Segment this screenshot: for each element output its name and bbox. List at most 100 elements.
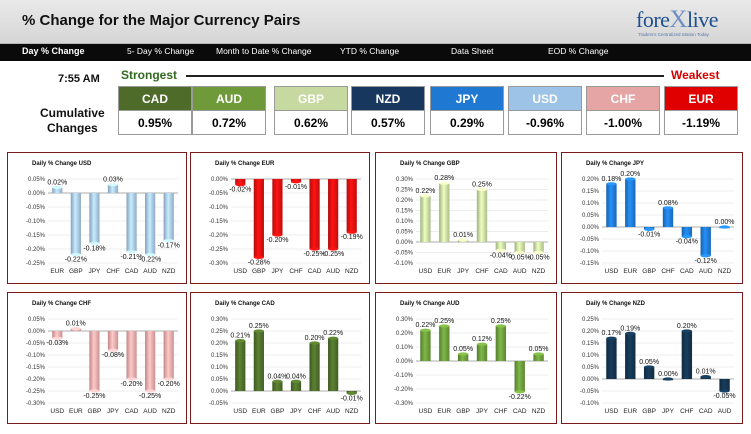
y-tick-label: 0.15% [396, 209, 414, 215]
x-tick-label: GBP [88, 408, 102, 415]
y-tick-label: 0.00% [28, 191, 46, 197]
bar-chart: 0.30% 0.25% 0.20% 0.15% 0.10% 0.05% 0.00% -0.05… [394, 175, 550, 275]
data-label: 0.08% [658, 200, 678, 207]
nav-ytd-change[interactable]: YTD % Change [340, 46, 400, 56]
bar-eur [52, 187, 63, 193]
chart-panel-6: Daily % Change AUD 0.30% 0.20% 0.10% 0.00% -0… [375, 292, 557, 424]
bar-chart: 0.30% 0.25% 0.20% 0.15% 0.10% 0.05% 0.00% -0.05… [209, 317, 363, 415]
bar-usd [52, 331, 63, 339]
bar-cap [272, 379, 283, 383]
bar-chart: 0.20% 0.15% 0.10% 0.05% 0.00% -0.05% -0.10% -0.… [580, 171, 735, 275]
bar-chf [309, 343, 320, 391]
data-label: 0.01% [453, 232, 473, 239]
bar-cap [662, 206, 674, 210]
bar-usd [606, 183, 617, 227]
bar-cap [145, 389, 156, 393]
bar-cap [52, 336, 63, 340]
nav-month-to-date[interactable]: Month to Date % Change [216, 46, 312, 56]
x-tick-label: USD [419, 408, 433, 415]
bar-cap [439, 181, 450, 185]
bar-cap [681, 235, 693, 239]
y-tick-label: 0.20% [582, 329, 600, 335]
bar-cap [290, 379, 302, 383]
forexlive-logo[interactable]: foreXlive Traders's Centralized Station … [636, 6, 736, 40]
bar-usd [606, 338, 617, 379]
x-tick-label: GBP [252, 268, 266, 275]
data-label: -0.05% [713, 393, 735, 400]
data-label: -0.05% [527, 255, 549, 262]
data-label: 0.05% [529, 346, 549, 353]
page-header: % Change for the Major Currency Pairs fo… [0, 0, 751, 44]
bar-cap [309, 341, 320, 345]
cumulative-changes-label: Cumulative Changes [40, 106, 105, 135]
currency-cumulative-value: -1.19% [681, 116, 721, 130]
x-tick-label: USD [419, 268, 433, 275]
bar-eur [439, 326, 450, 361]
data-label: -0.18% [83, 245, 105, 252]
y-tick-label: -0.10% [580, 249, 600, 255]
data-label: -0.21% [120, 254, 142, 261]
data-label: -0.20% [120, 381, 142, 388]
bar-chart: 0.25% 0.20% 0.15% 0.10% 0.05% 0.00% -0.05% -0.1… [580, 317, 736, 415]
nav-day-change[interactable]: Day % Change [22, 46, 85, 56]
chart-panel-2: Daily % Change GBP 0.30% 0.25% 0.20% 0.15% 0.… [375, 152, 557, 284]
strength-arrow [186, 75, 664, 77]
y-tick-label: 0.30% [396, 177, 414, 183]
data-label: -0.01% [341, 395, 363, 402]
data-label: -0.20% [266, 237, 288, 244]
y-tick-label: 0.05% [28, 177, 46, 183]
y-tick-label: 0.00% [396, 359, 414, 365]
nav-data-sheet[interactable]: Data Sheet [451, 46, 494, 56]
y-tick-label: 0.20% [396, 198, 414, 204]
data-label: -0.04% [490, 252, 512, 259]
chart-title: Daily % Change USD [32, 161, 92, 167]
bar-gbp [457, 354, 469, 361]
chart-panel-0: Daily % Change USD 0.05% 0.00% -0.05% -0.10%… [7, 152, 187, 284]
y-tick-label: 0.30% [211, 317, 229, 323]
weakest-label: Weakest [671, 68, 720, 82]
bar-gbp [70, 193, 81, 255]
bar-cap [457, 352, 469, 356]
x-tick-label: CAD [680, 268, 694, 275]
bar-cap [719, 389, 730, 393]
data-label: 0.25% [249, 323, 269, 330]
bar-chf [662, 207, 674, 227]
x-tick-label: AUD [513, 268, 527, 275]
y-tick-label: 0.20% [582, 177, 600, 183]
bar-cap [309, 247, 320, 251]
x-tick-label: CAD [308, 268, 322, 275]
bar-nzd [346, 179, 357, 233]
currency-box-jpy: JPY 0.29% [430, 86, 504, 135]
bar-usd [420, 330, 431, 361]
data-label: 0.00% [658, 371, 678, 378]
bar-cap [700, 375, 711, 379]
data-label: -0.01% [285, 184, 307, 191]
x-tick-label: NZD [345, 408, 359, 415]
x-tick-label: CHF [289, 268, 302, 275]
chart-title: Daily % Change CHF [32, 301, 92, 307]
bar-cap [328, 247, 339, 251]
x-tick-label: CHF [680, 408, 693, 415]
y-tick-label: -0.30% [209, 261, 229, 267]
y-tick-label: 0.15% [582, 189, 600, 195]
bar-cap [514, 390, 525, 394]
x-tick-label: USD [233, 268, 247, 275]
x-tick-label: JPY [476, 408, 489, 415]
x-tick-label: CHF [494, 408, 507, 415]
currency-box-aud: AUD 0.72% [192, 86, 266, 135]
x-tick-label: CAD [699, 408, 713, 415]
bar-cap [625, 331, 636, 335]
nav-5day-change[interactable]: 5- Day % Change [127, 46, 195, 56]
bar-gbp [89, 331, 100, 391]
nav-eod-change[interactable]: EOD % Change [548, 46, 609, 56]
data-label: -0.22% [65, 257, 87, 264]
x-tick-label: AUD [326, 408, 340, 415]
data-label: 0.20% [677, 323, 697, 330]
y-tick-label: -0.15% [209, 219, 229, 225]
bar-eur [439, 183, 450, 242]
bar-chart: 0.30% 0.20% 0.10% 0.00% -0.10% -0.20% -0.30% 0.… [394, 317, 549, 415]
data-label: -0.28% [248, 259, 270, 266]
data-label: -0.25% [139, 393, 161, 400]
bar-cap [681, 329, 693, 333]
chart-title: Daily % Change CAD [215, 301, 275, 307]
